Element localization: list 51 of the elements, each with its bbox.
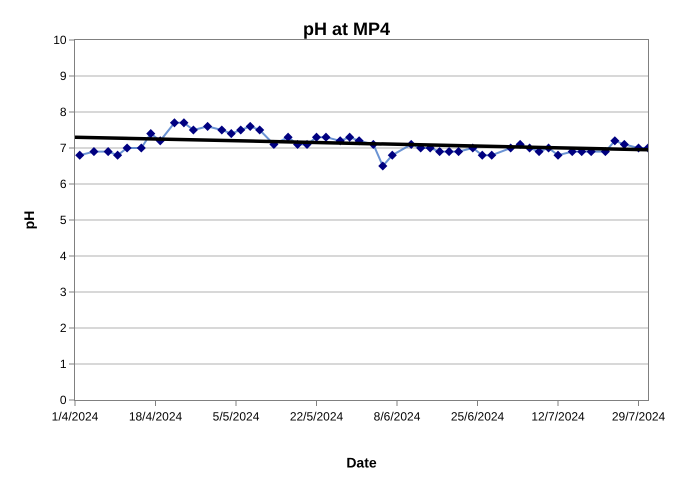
point	[454, 147, 464, 156]
point	[179, 118, 188, 128]
point	[321, 132, 331, 142]
x-tick-label: 22/5/2024	[290, 409, 344, 424]
point	[478, 150, 487, 160]
point	[104, 147, 113, 156]
x-tick-label: 5/5/2024	[212, 409, 260, 424]
point	[246, 122, 255, 131]
point	[444, 147, 454, 156]
point	[146, 129, 156, 138]
point	[255, 125, 264, 135]
point	[435, 147, 444, 156]
x-tick-label: 18/4/2024	[128, 409, 183, 424]
y-tick-label: 4	[60, 249, 67, 264]
point	[553, 150, 563, 160]
y-tick-label: 2	[60, 321, 67, 336]
x-tick-label: 25/6/2024	[450, 409, 505, 424]
point	[312, 132, 322, 142]
y-tick-label: 10	[53, 33, 67, 48]
y-tick-label: 5	[60, 213, 67, 228]
point	[378, 161, 388, 171]
y-tick-label: 0	[60, 393, 67, 408]
point	[487, 150, 496, 160]
y-axis-title: pH	[20, 210, 37, 230]
point	[620, 140, 629, 149]
point	[89, 147, 98, 156]
x-tick-label: 29/7/2024	[612, 409, 666, 424]
point	[188, 125, 198, 135]
point	[203, 122, 212, 131]
x-tick-label: 8/6/2024	[374, 409, 421, 424]
point	[217, 125, 226, 135]
y-tick-label: 6	[60, 177, 67, 192]
point	[170, 118, 179, 128]
point	[345, 132, 354, 142]
y-tick-label: 8	[60, 105, 67, 120]
point	[122, 143, 132, 153]
point	[610, 136, 620, 146]
x-tick-label: 1/4/2024	[52, 409, 99, 424]
x-axis-title: Date	[346, 454, 377, 471]
point	[236, 125, 246, 135]
y-tick-label: 7	[60, 141, 67, 156]
y-tick-label: 3	[60, 285, 67, 300]
point	[75, 150, 84, 160]
point	[136, 143, 146, 153]
y-tick-label: 1	[60, 357, 67, 372]
x-tick-label: 12/7/2024	[531, 409, 586, 424]
y-tick-label: 9	[60, 69, 67, 84]
chart-title: pH at MP4	[302, 18, 390, 39]
point	[113, 150, 122, 160]
point	[226, 129, 236, 138]
point	[388, 150, 397, 160]
